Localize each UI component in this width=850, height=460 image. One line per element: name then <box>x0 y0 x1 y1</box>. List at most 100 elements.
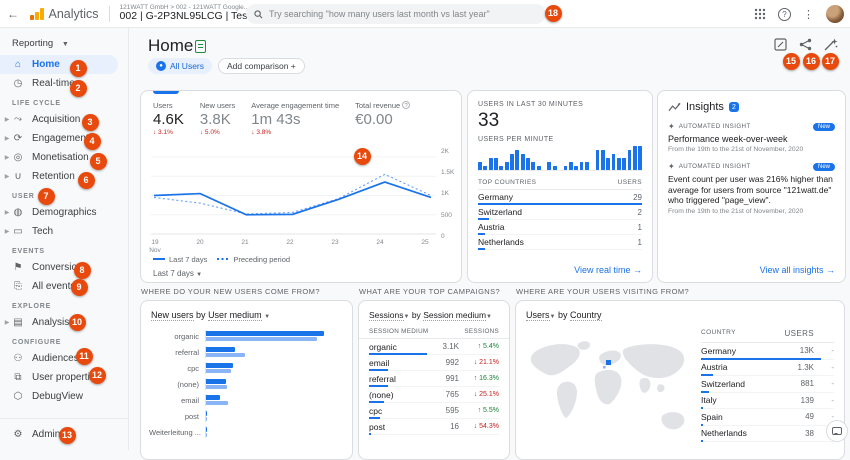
bar-row-post: post <box>149 408 344 424</box>
dimension-dropdown[interactable]: Session medium <box>423 310 487 321</box>
metric-dropdown[interactable]: New users <box>151 310 194 321</box>
reporting-selector[interactable]: Reporting ▼ <box>0 28 128 55</box>
sidebar-item-label: All events <box>32 281 76 292</box>
campaign-row-organic: organic 3.1K ↑ 5.4% <box>369 339 499 355</box>
y-tick: 2K <box>441 148 449 155</box>
chat-bubble-icon <box>832 427 842 435</box>
expand-arrow-icon: ▶ <box>4 229 10 235</box>
value-bar <box>478 218 490 220</box>
bar-row-referral: referral <box>149 344 344 360</box>
help-icon[interactable]: ? <box>778 7 791 21</box>
series-preceding-period <box>153 173 432 215</box>
x-tick: 21 <box>241 239 249 246</box>
search-input[interactable]: Try searching "how many users last month… <box>246 4 546 24</box>
country-users: 1 <box>637 237 642 247</box>
sidebar-item-home[interactable]: ⌂ Home <box>0 55 118 74</box>
sidebar-item-all-events[interactable]: ⎘ All events <box>0 277 128 296</box>
feedback-button[interactable] <box>826 420 848 442</box>
view-realtime-link[interactable]: View real time → <box>574 265 642 275</box>
sidebar-section-user: USER <box>12 193 35 200</box>
report-doc-icon <box>195 40 206 53</box>
current-period-bar <box>206 411 207 416</box>
value-bar <box>369 369 388 371</box>
view-all-insights-link[interactable]: View all insights → <box>759 265 835 275</box>
sidebar-item-audiences[interactable]: ⚇ Audiences <box>0 349 128 368</box>
overview-card: Users 4.6K ↓ 3.1% New users 3.8K ↓ 5.0% Averag… <box>140 90 462 283</box>
sidebar-nav: Reporting ▼ ⌂ Home ◷ Real-time LIFE CYCLE ▶ ⤳ A… <box>0 28 129 450</box>
metric-value: 4.6K <box>153 111 184 128</box>
back-arrow-icon[interactable]: ← <box>7 6 19 21</box>
users-trend-chart[interactable] <box>151 153 436 243</box>
account-selector[interactable]: 121WATT GmbH > 002 - 121WATT Google... 0… <box>120 4 261 23</box>
bar-row-organic: organic <box>149 328 344 344</box>
sidebar-item-engagement[interactable]: ▶ ⟳ Engagement <box>0 129 128 148</box>
sidebar-item-user-properties[interactable]: ⧉ User properties <box>0 368 128 387</box>
sidebar-item-real-time[interactable]: ◷ Real-time <box>0 74 128 93</box>
previous-period-bar <box>206 400 229 405</box>
page-title: Home <box>148 36 194 55</box>
per-minute-label: USERS PER MINUTE <box>478 136 554 143</box>
by-label: by <box>196 310 206 320</box>
previous-period-bar <box>206 368 231 373</box>
country-name: Germany <box>478 192 513 202</box>
date-range-selector[interactable]: Last 7 days ▼ <box>153 269 202 278</box>
sidebar-item-monetisation[interactable]: ▶ ◎ Monetisation <box>0 148 128 167</box>
apps-grid-icon[interactable] <box>754 8 766 20</box>
campaign-row-email: email 992 ↓ 21.1% <box>369 355 499 371</box>
acquisition-section-label: WHERE DO YOUR NEW USERS COME FROM? <box>141 287 320 296</box>
trend-header <box>814 329 834 338</box>
conversions-icon: ⚑ <box>13 262 23 273</box>
share-icon[interactable] <box>799 38 812 51</box>
metric-total-revenue[interactable]: Total revenue? €0.00 <box>355 101 411 136</box>
value-bar <box>369 353 427 355</box>
country-name: Austria <box>478 222 505 232</box>
search-icon <box>254 9 263 18</box>
current-period-bar <box>206 379 226 384</box>
all-users-chip[interactable]: ● All Users <box>148 58 213 74</box>
user-properties-icon: ⧉ <box>14 372 22 383</box>
current-period-bar <box>206 347 235 352</box>
insight-entry-1[interactable]: ✦ AUTOMATED INSIGHT New Performance week-ov… <box>668 122 835 153</box>
sidebar-item-admin[interactable]: ⚙ Admin <box>0 425 128 444</box>
x-tick: 22 <box>286 239 294 246</box>
metric-dropdown[interactable]: Users <box>526 310 550 321</box>
current-period-bar <box>206 427 207 432</box>
sidebar-item-tech[interactable]: ▶ ▭ Tech <box>0 222 128 241</box>
dimension-dropdown[interactable]: User medium <box>208 310 262 321</box>
overflow-menu-icon[interactable]: ⋮ <box>803 8 814 21</box>
bar-category-label: cpc <box>187 363 199 373</box>
top-app-bar: ← Analytics 121WATT GmbH > 002 - 121WATT… <box>0 0 850 28</box>
metric-dropdown[interactable]: Sessions <box>369 310 404 321</box>
dimension-dropdown[interactable]: Country <box>570 310 602 321</box>
insights-card: Insights 2 ✦ AUTOMATED INSIGHT New Performa… <box>657 90 846 283</box>
insights-wand-icon[interactable] <box>824 38 838 51</box>
metric-new-users[interactable]: New users 3.8K ↓ 5.0% <box>200 101 235 136</box>
insight-entry-2[interactable]: ✦ AUTOMATED INSIGHT New Event count per use… <box>668 162 835 215</box>
annotation-badge-9: 9 <box>70 278 88 296</box>
campaign-row-referral: referral 991 ↑ 16.3% <box>369 371 499 387</box>
monetisation-icon: ◎ <box>13 152 23 163</box>
bar-category-label: referral <box>175 347 199 357</box>
gear-icon: ⚙ <box>13 429 23 440</box>
account-breadcrumb: 121WATT GmbH > 002 - 121WATT Google... <box>119 4 250 12</box>
metric-average-engagement-time[interactable]: Average engagement time 1m 43s ↓ 3.8% <box>251 101 339 136</box>
sidebar-item-conversions[interactable]: ⚑ Conversions <box>0 258 128 277</box>
sidebar-item-acquisition[interactable]: ▶ ⤳ Acquisition <box>0 110 128 129</box>
sidebar-item-debugview[interactable]: ⬡ DebugView <box>0 387 128 406</box>
add-comparison-chip[interactable]: Add comparison + <box>218 58 305 74</box>
user-avatar[interactable] <box>826 5 844 23</box>
medium-name: organic <box>369 341 397 352</box>
sidebar-item-analysis[interactable]: ▶ ▤ Analysis <box>0 313 128 332</box>
country-name: Switzerland <box>478 207 522 217</box>
metric-users[interactable]: Users 4.6K ↓ 3.1% <box>153 101 184 136</box>
sparkle-icon: ✦ <box>668 162 675 171</box>
metric-value: 1m 43s <box>251 111 301 128</box>
customize-report-icon[interactable] <box>774 38 787 51</box>
bar-row-none: (none) <box>149 376 344 392</box>
country-name: Austria <box>701 362 728 373</box>
sidebar-item-retention[interactable]: ▶ ∪ Retention <box>0 167 128 186</box>
sidebar-item-demographics[interactable]: ▶ ◍ Demographics <box>0 203 128 222</box>
x-axis-labels: 19 Nov 20 21 22 23 24 25 <box>145 239 435 255</box>
all-events-icon: ⎘ <box>14 281 22 292</box>
bar-category-label: email <box>181 395 199 405</box>
